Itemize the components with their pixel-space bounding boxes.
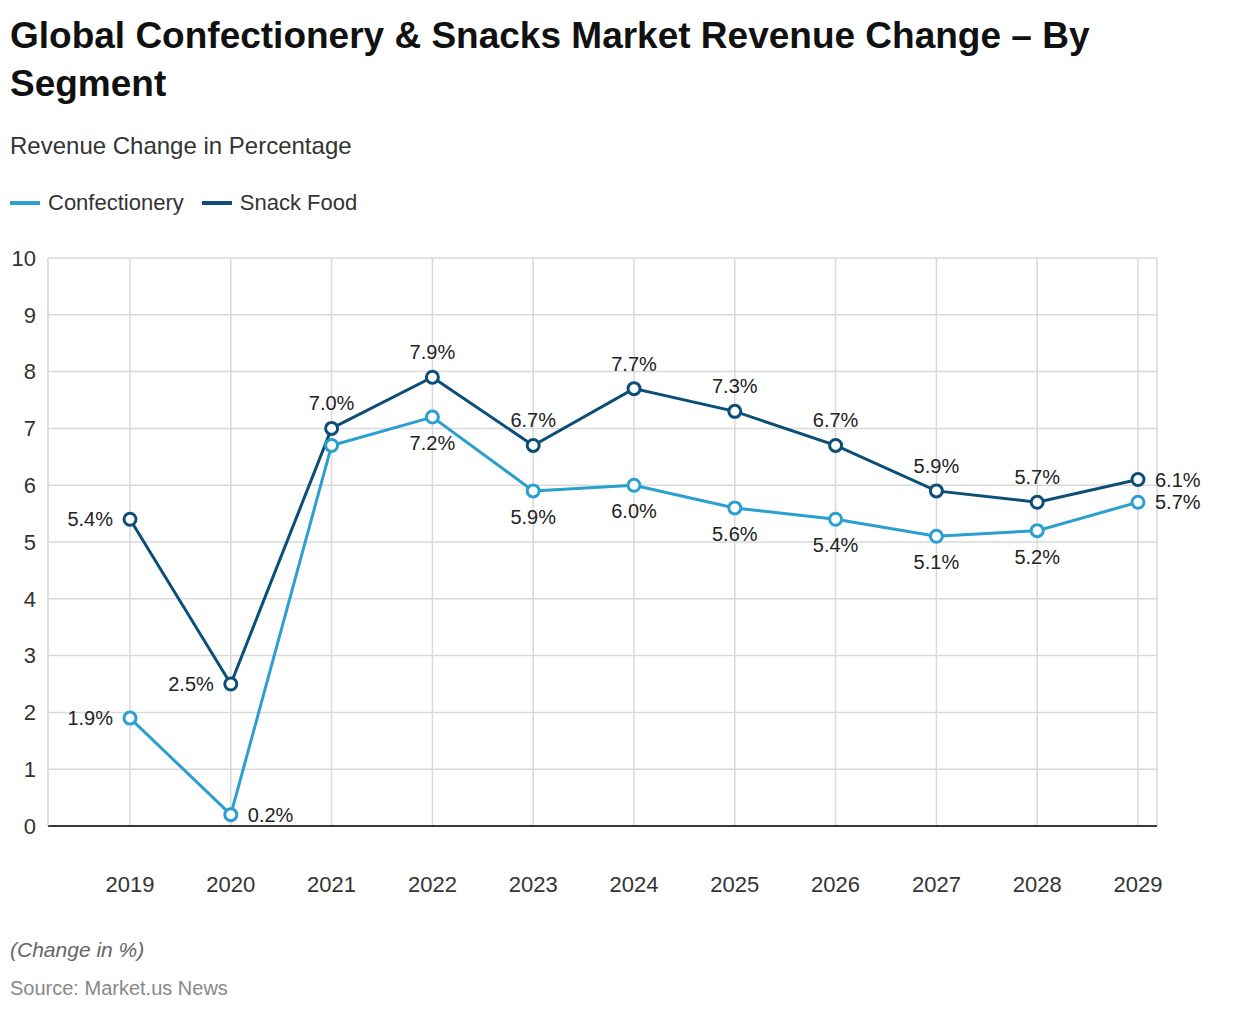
svg-text:6.0%: 6.0% bbox=[611, 500, 657, 522]
html-text:Source: Market.us News: Source: Market.us News bbox=[10, 977, 228, 999]
svg-text:5.7%: 5.7% bbox=[1155, 491, 1201, 513]
svg-text:0.2%: 0.2% bbox=[248, 804, 294, 826]
svg-text:7: 7 bbox=[24, 416, 36, 441]
svg-text:7.2%: 7.2% bbox=[410, 432, 456, 454]
svg-text:2: 2 bbox=[24, 700, 36, 725]
svg-text:1: 1 bbox=[24, 757, 36, 782]
svg-text:5.4%: 5.4% bbox=[67, 508, 113, 530]
svg-text:7.7%: 7.7% bbox=[611, 353, 657, 375]
svg-text:2028: 2028 bbox=[1013, 872, 1062, 897]
svg-text:2022: 2022 bbox=[408, 872, 457, 897]
svg-text:9: 9 bbox=[24, 303, 36, 328]
svg-text:1.9%: 1.9% bbox=[67, 707, 113, 729]
svg-text:3: 3 bbox=[24, 643, 36, 668]
svg-text:5.9%: 5.9% bbox=[510, 506, 556, 528]
svg-text:10: 10 bbox=[12, 246, 36, 271]
svg-text:2021: 2021 bbox=[307, 872, 356, 897]
html-text:Confectionery: Confectionery bbox=[48, 190, 184, 215]
svg-text:6.1%: 6.1% bbox=[1155, 469, 1201, 491]
svg-text:6: 6 bbox=[24, 473, 36, 498]
svg-text:7.9%: 7.9% bbox=[410, 341, 456, 363]
svg-text:2020: 2020 bbox=[206, 872, 255, 897]
svg-text:6.7%: 6.7% bbox=[510, 409, 556, 431]
svg-text:8: 8 bbox=[24, 359, 36, 384]
svg-text:2.5%: 2.5% bbox=[168, 673, 214, 695]
svg-text:2024: 2024 bbox=[610, 872, 659, 897]
svg-text:5.6%: 5.6% bbox=[712, 523, 758, 545]
svg-text:2027: 2027 bbox=[912, 872, 961, 897]
svg-text:4: 4 bbox=[24, 587, 36, 612]
html-text:(Change in %): (Change in %) bbox=[10, 938, 145, 961]
html-text:Revenue Change in Percentage: Revenue Change in Percentage bbox=[10, 132, 352, 159]
svg-text:7.0%: 7.0% bbox=[309, 392, 355, 414]
svg-text:2025: 2025 bbox=[710, 872, 759, 897]
svg-text:5.4%: 5.4% bbox=[813, 534, 859, 556]
svg-text:7.3%: 7.3% bbox=[712, 375, 758, 397]
svg-text:5.1%: 5.1% bbox=[914, 551, 960, 573]
html-text:Snack Food: Snack Food bbox=[239, 190, 358, 215]
svg-text:5.9%: 5.9% bbox=[914, 455, 960, 477]
svg-text:5.2%: 5.2% bbox=[1014, 546, 1060, 568]
svg-text:2029: 2029 bbox=[1114, 872, 1163, 897]
svg-text:2019: 2019 bbox=[106, 872, 155, 897]
svg-text:5: 5 bbox=[24, 530, 36, 555]
svg-text:6.7%: 6.7% bbox=[813, 409, 859, 431]
svg-text:0: 0 bbox=[24, 814, 36, 839]
svg-text:2023: 2023 bbox=[509, 872, 558, 897]
html-text:Global Confectionery & Snacks: Global Confectionery & Snacks Market Rev… bbox=[10, 15, 1090, 104]
svg-text:2026: 2026 bbox=[811, 872, 860, 897]
svg-text:5.7%: 5.7% bbox=[1014, 466, 1060, 488]
